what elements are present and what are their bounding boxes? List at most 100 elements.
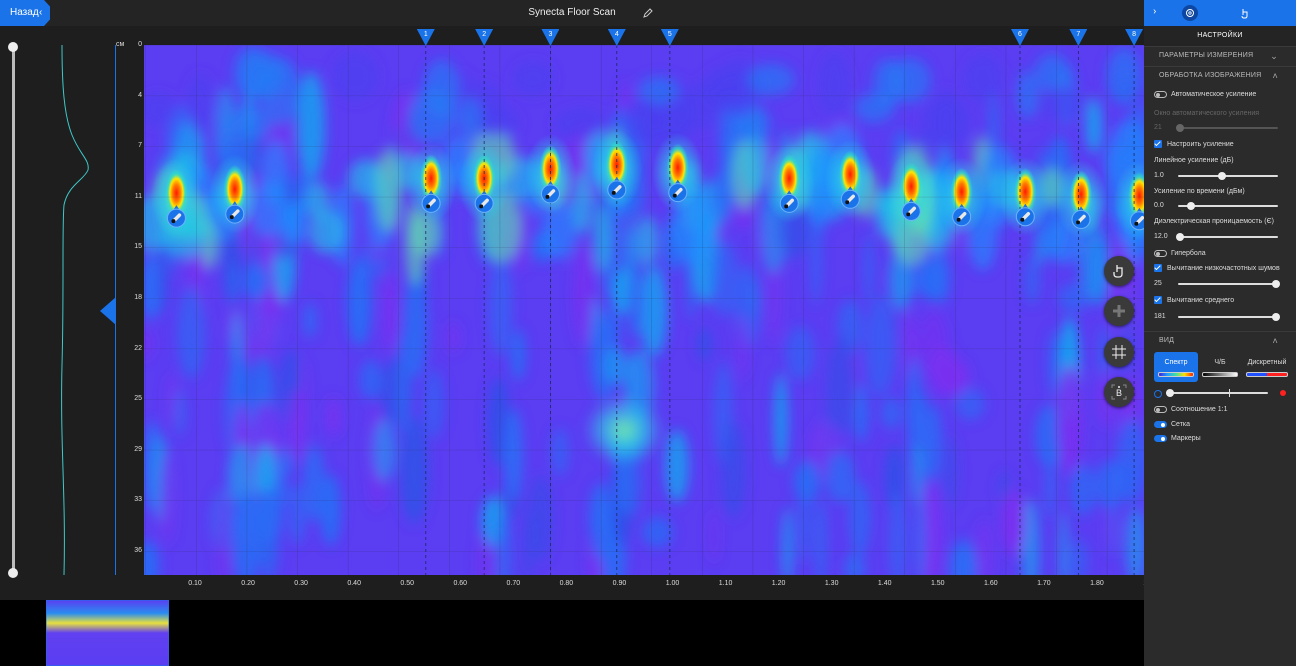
- ratio-toggle[interactable]: [1154, 405, 1167, 413]
- palette-discrete[interactable]: Дискретный: [1242, 352, 1292, 382]
- dielectric-label: Диэлектрическая проницаемость (Є): [1154, 218, 1274, 225]
- hand-pointer-icon: [1113, 265, 1123, 278]
- x-tick-label: 1.50: [930, 580, 945, 587]
- x-tick-label: 1.00: [665, 580, 680, 587]
- target-pin[interactable]: [952, 203, 972, 227]
- mean-sub-slider[interactable]: [1178, 311, 1280, 323]
- target-pin[interactable]: [1015, 203, 1035, 227]
- page-title: Synecta Floor Scan: [528, 7, 616, 18]
- radargram-canvas[interactable]: [144, 45, 1144, 575]
- marker-number: 2: [482, 31, 487, 38]
- collapse-panel-button[interactable]: ›: [1144, 0, 1166, 26]
- measurement-params-label: ПАРАМЕТРЫ ИЗМЕРЕНИЯ: [1159, 52, 1254, 59]
- markers-toggle[interactable]: [1154, 434, 1167, 442]
- depth-tick-label: 15: [134, 243, 142, 251]
- target-pin[interactable]: [421, 190, 441, 213]
- x-tick-label: 1.80: [1090, 580, 1104, 587]
- slider-top-handle[interactable]: [8, 42, 18, 52]
- marker-flag[interactable]: 1: [416, 29, 435, 46]
- rebar-end: [611, 190, 616, 195]
- palette-spectrum[interactable]: Спектр: [1154, 352, 1198, 382]
- depth-tick-label: 7: [138, 142, 142, 150]
- target-pin[interactable]: [668, 179, 688, 203]
- grid-row[interactable]: Сетка: [1154, 419, 1289, 431]
- auto-gain-row[interactable]: Автоматическое усиление: [1154, 89, 1289, 101]
- adjust-gain-checkbox[interactable]: [1154, 140, 1162, 149]
- slider-bottom-handle[interactable]: [8, 568, 18, 578]
- marker-flag[interactable]: 8: [1125, 29, 1144, 46]
- image-processing-accordion[interactable]: ОБРАБОТКА ИЗОБРАЖЕНИЯ ˄: [1144, 66, 1296, 84]
- auto-gain-toggle[interactable]: [1154, 90, 1167, 98]
- dielectric-slider[interactable]: [1176, 231, 1278, 243]
- mean-sub-checkbox[interactable]: [1154, 296, 1162, 305]
- target-pin[interactable]: [607, 176, 627, 200]
- chevron-up-icon: ˄: [1272, 336, 1278, 346]
- top-bar: [0, 0, 1144, 26]
- marker-flag[interactable]: 2: [475, 29, 494, 46]
- marker-number: 8: [1132, 31, 1137, 38]
- add-marker-button[interactable]: [1104, 296, 1134, 326]
- hyperbola-toggle[interactable]: [1154, 249, 1167, 257]
- grid-toggle-button[interactable]: [1104, 337, 1134, 367]
- target-pin[interactable]: [225, 201, 245, 224]
- auto-gain-label: Автоматическое усиление: [1171, 91, 1257, 98]
- time-gain-slider[interactable]: [1178, 200, 1278, 212]
- target-pin[interactable]: [901, 198, 921, 221]
- b-scan-icon: B: [1111, 384, 1127, 400]
- marker-number: 5: [667, 31, 672, 38]
- back-button[interactable]: Назад ‹: [0, 0, 50, 26]
- depth-tick-label: 0: [138, 41, 142, 48]
- measurement-params-accordion[interactable]: ПАРАМЕТРЫ ИЗМЕРЕНИЯ ⌄: [1144, 46, 1296, 64]
- x-tick-label: 1.30: [824, 580, 839, 587]
- hyperbola-row[interactable]: Гипербола: [1154, 248, 1289, 260]
- range-min-dot: [1154, 390, 1162, 398]
- color-range-slider[interactable]: [1166, 387, 1268, 399]
- overview-thumbnail[interactable]: [46, 600, 169, 666]
- view-b-button[interactable]: B: [1104, 377, 1134, 407]
- target-pins[interactable]: [166, 176, 1144, 231]
- mean-sub-label: Вычитание среднего: [1167, 297, 1235, 304]
- marker-flag[interactable]: 3: [541, 29, 560, 46]
- mean-sub-row[interactable]: Вычитание среднего: [1154, 295, 1289, 307]
- edit-icon[interactable]: [643, 8, 653, 18]
- chevron-right-icon: ›: [1153, 6, 1157, 17]
- lowfreq-slider[interactable]: [1178, 278, 1280, 290]
- markers-row[interactable]: Маркеры: [1154, 433, 1289, 445]
- target-pin[interactable]: [474, 190, 494, 213]
- adjust-gain-label: Настроить усиление: [1167, 141, 1234, 148]
- x-tick-label: 1.10: [718, 580, 733, 587]
- view-accordion[interactable]: ВИД ˄: [1144, 331, 1296, 349]
- target-pin[interactable]: [779, 190, 799, 213]
- linear-gain-slider[interactable]: [1178, 170, 1278, 182]
- radargram-view[interactable]: [144, 45, 1144, 575]
- target-pin[interactable]: [1071, 206, 1091, 229]
- lowfreq-row[interactable]: Вычитание низкочастотных шумов: [1154, 263, 1289, 275]
- grid-toggle[interactable]: [1154, 420, 1167, 428]
- target-pin[interactable]: [540, 180, 560, 204]
- marker-flag[interactable]: 5: [660, 29, 679, 46]
- target-pin[interactable]: [840, 186, 860, 209]
- depth-range-slider[interactable]: [12, 47, 15, 573]
- auto-gain-window-slider[interactable]: [1176, 122, 1278, 134]
- target-pin[interactable]: [166, 205, 186, 228]
- marker-number: 1: [423, 31, 428, 38]
- x-tick-label: 0.10: [188, 580, 202, 587]
- depth-tick-label: 25: [134, 395, 142, 403]
- adjust-gain-row[interactable]: Настроить усиление: [1154, 139, 1289, 151]
- lowfreq-checkbox[interactable]: [1154, 264, 1162, 273]
- amplitude-trace: [61, 45, 89, 575]
- depth-tick-label: 4: [138, 91, 142, 99]
- settings-tab[interactable]: [1182, 5, 1198, 21]
- hand-tool-button[interactable]: [1104, 256, 1134, 286]
- interaction-tab[interactable]: [1237, 5, 1253, 21]
- marker-lines: [425, 45, 1135, 575]
- rebar-end: [1134, 221, 1139, 226]
- target-pin[interactable]: [1129, 207, 1144, 231]
- distance-axis: 0.10 0.20 0.30 0.40 0.50 0.60 0.70 0.80 0.90 1.00…: [144, 575, 1157, 597]
- ratio-row[interactable]: Соотношение 1:1: [1154, 404, 1289, 416]
- palette-bw[interactable]: Ч/Б: [1198, 352, 1242, 382]
- marker-flag[interactable]: 7: [1069, 29, 1088, 46]
- marker-flag[interactable]: 6: [1011, 29, 1029, 46]
- marker-flag[interactable]: 4: [607, 29, 626, 46]
- marker-number: 3: [548, 31, 553, 38]
